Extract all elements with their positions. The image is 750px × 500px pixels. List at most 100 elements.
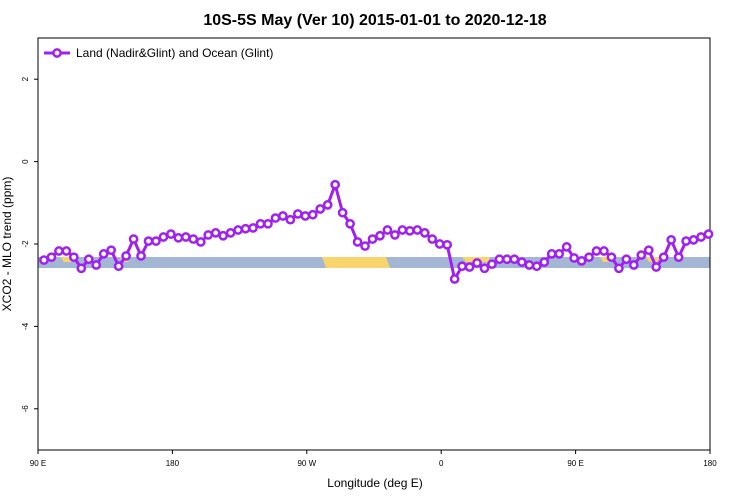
point: [434, 239, 445, 249]
point: [83, 254, 94, 265]
point: [599, 246, 609, 256]
point: [180, 232, 191, 242]
point: [375, 230, 385, 241]
point: [173, 232, 184, 243]
point: [307, 209, 318, 220]
y-axis-label: XCO2 - MLO trend (ppm): [0, 177, 14, 312]
point: [76, 263, 87, 274]
point: [419, 228, 430, 238]
point: [412, 225, 423, 235]
point: [404, 225, 415, 236]
point: [278, 211, 288, 221]
point: [524, 260, 535, 270]
point: [233, 225, 243, 235]
x-tick-label: 90 W: [297, 459, 316, 468]
point: [39, 255, 49, 265]
point: [591, 246, 602, 256]
point: [427, 234, 438, 244]
point: [606, 252, 617, 263]
point: [248, 223, 258, 233]
x-tick-label: 0: [439, 459, 444, 468]
point: [210, 228, 221, 238]
point: [554, 249, 565, 259]
point: [292, 209, 303, 219]
point: [479, 263, 490, 274]
point: [546, 249, 557, 259]
point: [285, 214, 296, 225]
point: [502, 254, 512, 265]
point: [68, 252, 79, 263]
point: [330, 179, 341, 190]
point: [166, 229, 176, 239]
point: [681, 236, 691, 246]
legend-marker: [52, 48, 62, 58]
point: [270, 213, 281, 223]
point: [516, 257, 527, 267]
point: [255, 218, 266, 229]
point: [628, 260, 639, 270]
plot-frame: [37, 37, 711, 451]
point: [457, 261, 467, 272]
y-tick-label: -4: [21, 322, 30, 330]
point: [46, 252, 57, 263]
point: [345, 218, 355, 229]
point: [658, 252, 669, 263]
x-tick-label: 90 E: [567, 459, 583, 468]
chart-title: 10S-5S May (Ver 10) 2015-01-01 to 2020-1…: [203, 12, 546, 29]
point: [397, 225, 408, 235]
point: [61, 246, 72, 256]
point: [569, 253, 579, 263]
x-tick-label: 180: [703, 459, 717, 468]
point: [195, 237, 206, 247]
point: [158, 232, 169, 242]
point: [487, 259, 497, 270]
point: [203, 230, 214, 240]
point: [449, 274, 460, 284]
land-band: [322, 257, 390, 268]
point: [703, 229, 714, 239]
point: [464, 262, 475, 272]
point: [561, 242, 572, 252]
point: [352, 237, 363, 247]
point: [315, 204, 326, 214]
y-tick-label: 2: [21, 76, 30, 81]
point: [651, 262, 662, 272]
point: [136, 251, 146, 261]
point: [113, 261, 124, 272]
y-tick-label: -2: [21, 240, 30, 248]
point: [322, 200, 333, 210]
point: [54, 246, 64, 256]
point: [621, 254, 632, 265]
point: [509, 254, 520, 265]
point: [98, 249, 109, 259]
point: [128, 234, 139, 244]
point: [143, 236, 154, 246]
point: [696, 232, 706, 242]
y-tick-label: 0: [21, 159, 30, 164]
point: [614, 263, 624, 274]
point: [240, 223, 251, 234]
point: [584, 252, 594, 263]
x-tick-label: 90 E: [30, 459, 46, 468]
point: [531, 261, 542, 272]
point: [106, 245, 117, 256]
point: [121, 251, 131, 261]
point: [151, 236, 161, 246]
point: [188, 234, 199, 244]
point: [367, 234, 378, 244]
x-tick-label: 180: [166, 459, 180, 468]
point: [91, 260, 102, 270]
point: [218, 230, 229, 241]
point: [225, 228, 236, 238]
point: [643, 245, 654, 256]
point: [666, 235, 677, 245]
point: [576, 256, 587, 266]
point: [688, 235, 699, 245]
point: [636, 250, 647, 260]
point: [382, 225, 393, 235]
legend-label: Land (Nadir&Glint) and Ocean (Glint): [76, 46, 273, 60]
point: [673, 252, 684, 263]
x-axis-label: Longitude (deg E): [327, 476, 422, 490]
point: [390, 230, 400, 240]
